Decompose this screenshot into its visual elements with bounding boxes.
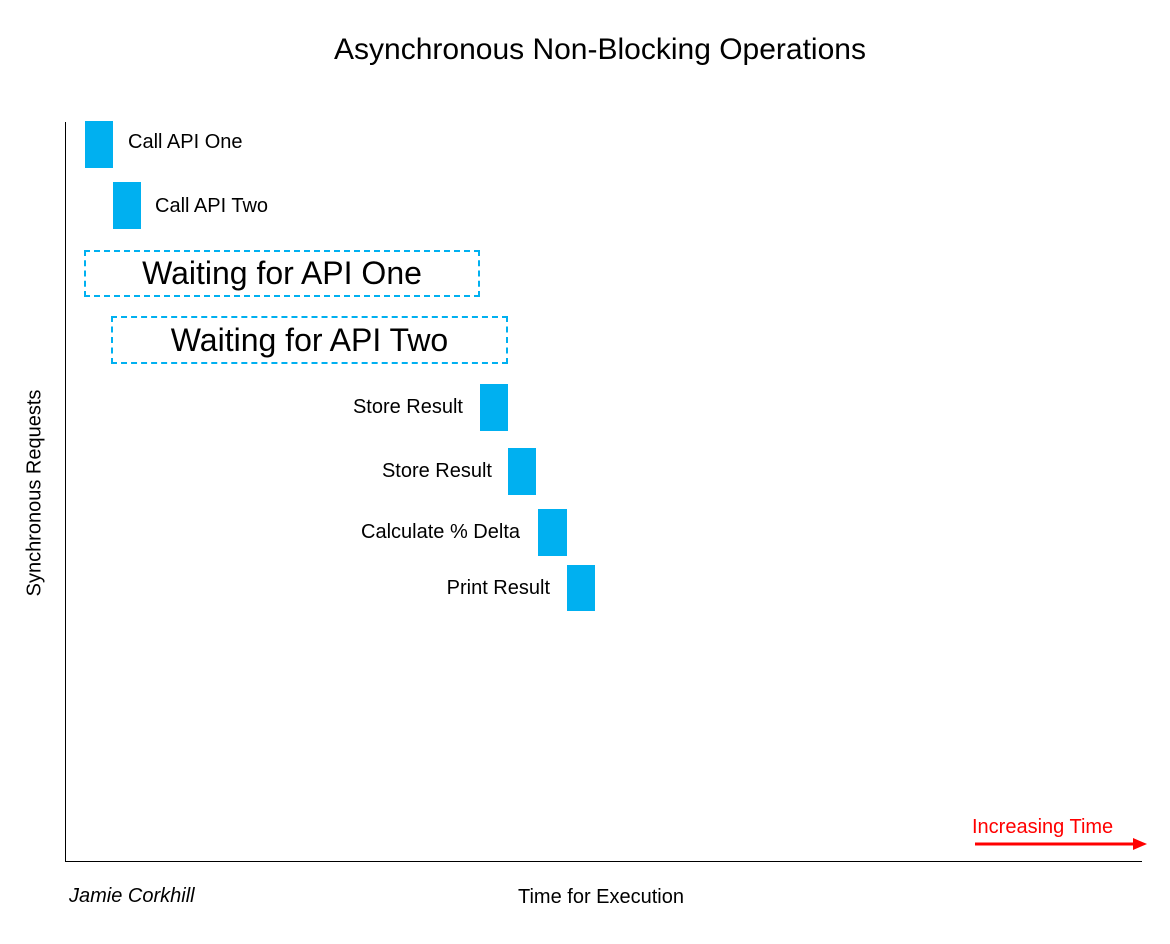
y-axis-line [65, 122, 66, 862]
task-label-print-result: Print Result [446, 577, 550, 599]
wait-label-api-two: Waiting for API Two [170, 321, 449, 358]
author-credit: Jamie Corkhill [69, 885, 195, 907]
task-bar-calc-delta [538, 509, 567, 556]
task-label-call-api-one: Call API One [128, 131, 243, 153]
task-label-call-api-two: Call API Two [155, 195, 269, 217]
increasing-time-arrow-icon [975, 838, 1147, 850]
y-axis-label: Synchronous Requests [23, 389, 46, 597]
increasing-time-label: Increasing Time [972, 816, 1114, 838]
diagram-title: Asynchronous Non-Blocking Operations [334, 33, 866, 66]
task-bar-call-api-one [85, 121, 113, 168]
wait-box-api-two: Waiting for API Two [111, 316, 508, 364]
wait-label-api-one: Waiting for API One [142, 255, 422, 291]
x-axis-label: Time for Execution [518, 886, 684, 908]
task-bar-store-result-one [480, 384, 508, 431]
task-label-calc-delta: Calculate % Delta [361, 521, 520, 543]
task-bar-print-result [567, 565, 595, 611]
task-bar-store-result-two [508, 448, 536, 495]
task-label-store-result-one: Store Result [352, 396, 463, 418]
x-axis-line [65, 861, 1142, 862]
wait-box-api-one: Waiting for API One [84, 250, 480, 297]
task-label-store-result-two: Store Result [381, 460, 492, 482]
task-bar-call-api-two [113, 182, 141, 229]
